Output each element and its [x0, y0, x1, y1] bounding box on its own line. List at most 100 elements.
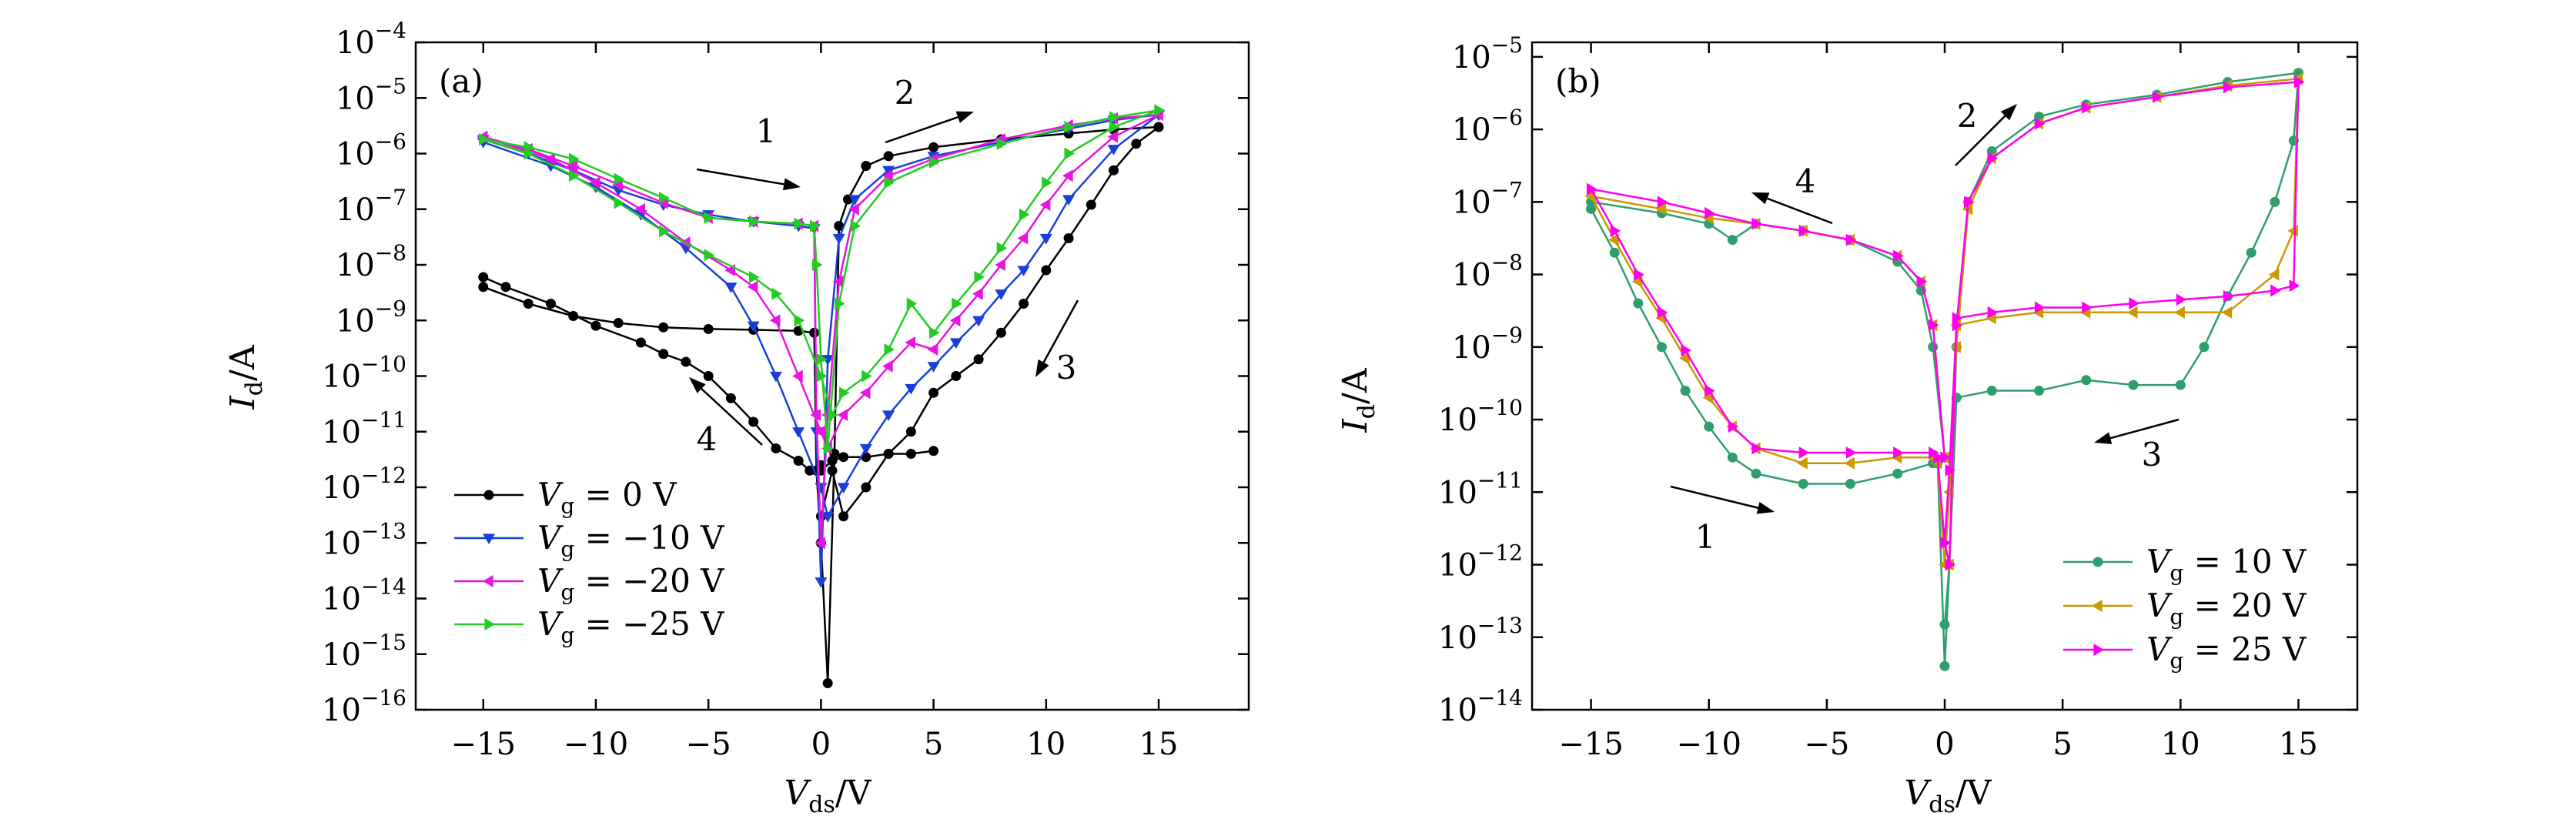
data-point	[1727, 235, 1738, 246]
data-point	[861, 482, 871, 493]
data-point	[822, 678, 833, 689]
data-point	[882, 169, 893, 182]
data-point	[1655, 202, 1667, 216]
legend-label: Vg = 20 V	[2146, 587, 2307, 630]
data-point	[1610, 224, 1621, 237]
data-point	[569, 169, 580, 182]
y-tick-label: 10−5	[336, 73, 406, 116]
data-point	[1986, 386, 1997, 396]
annotation-label: 4	[1795, 162, 1816, 200]
data-point	[927, 343, 938, 356]
legend-marker	[483, 490, 494, 500]
data-point	[832, 233, 845, 245]
data-point	[724, 283, 738, 293]
data-point	[1086, 199, 1096, 210]
annotation-arrow: 4	[689, 377, 763, 458]
data-point	[792, 427, 805, 438]
data-point	[703, 323, 714, 334]
data-point	[2199, 342, 2210, 353]
data-point	[809, 327, 820, 338]
data-point	[794, 217, 805, 230]
data-point	[972, 287, 983, 300]
panel-label: (a)	[439, 62, 483, 100]
data-point	[905, 383, 918, 395]
data-point	[816, 353, 828, 366]
series-line	[1591, 195, 1946, 458]
data-point	[882, 166, 895, 177]
y-tick-label: 10−9	[336, 296, 406, 339]
data-point	[748, 416, 759, 427]
data-point	[1704, 421, 1715, 432]
series-line	[1591, 188, 1946, 458]
data-point	[2246, 247, 2257, 258]
data-point	[1940, 451, 1951, 464]
data-point	[952, 297, 962, 310]
data-point	[1063, 233, 1074, 244]
y-tick-label: 10−8	[336, 240, 406, 283]
data-point	[479, 133, 490, 146]
data-point	[928, 156, 940, 169]
data-point	[749, 271, 760, 284]
data-point	[811, 259, 823, 271]
annotation-label: 3	[1056, 349, 1077, 386]
y-tick-label: 10−14	[1438, 685, 1523, 728]
legend-label: Vg = −10 V	[537, 519, 724, 562]
data-point	[1062, 195, 1076, 206]
data-point	[905, 426, 916, 437]
data-point	[1728, 420, 1739, 433]
data-point	[1017, 266, 1030, 277]
data-point	[658, 349, 669, 359]
data-point	[500, 282, 511, 293]
data-point	[1039, 233, 1052, 245]
data-point	[882, 410, 895, 422]
data-point	[974, 271, 985, 284]
data-point	[828, 409, 838, 422]
data-point	[2082, 301, 2093, 314]
data-point	[1017, 232, 1029, 245]
data-point	[1893, 446, 1904, 460]
data-point	[2175, 380, 2186, 390]
y-tick-label: 10−7	[1452, 177, 1523, 220]
data-point	[1586, 203, 1597, 214]
series-line	[1943, 72, 2300, 625]
data-point	[634, 202, 646, 216]
legend-marker	[2092, 600, 2103, 612]
y-tick-label: 10−10	[1438, 395, 1523, 438]
data-point	[816, 370, 828, 383]
data-point	[1656, 342, 1667, 353]
legend-entry: Vg = 20 V	[2063, 587, 2307, 630]
data-point	[905, 449, 916, 460]
series-line	[1591, 201, 1946, 458]
data-point	[1945, 558, 1956, 571]
series-line	[1945, 79, 2300, 566]
data-point	[2081, 375, 2092, 386]
data-point	[1705, 384, 1715, 397]
data-point	[839, 386, 850, 400]
x-tick-label: −10	[564, 727, 628, 762]
data-point	[883, 449, 894, 460]
data-point	[747, 321, 760, 333]
data-point	[769, 371, 782, 383]
data-point	[545, 299, 556, 309]
data-point	[2270, 196, 2280, 207]
y-tick-label: 10−7	[336, 185, 406, 228]
data-point	[1609, 247, 1620, 258]
data-point	[1798, 224, 1810, 237]
data-point	[928, 142, 939, 152]
data-point	[589, 176, 601, 189]
data-point	[614, 196, 625, 209]
data-point	[996, 137, 1008, 150]
y-tick-label: 10−10	[322, 352, 406, 395]
data-point	[2128, 380, 2139, 390]
legend-marker	[484, 618, 495, 630]
y-tick-label: 10−9	[1452, 323, 1523, 366]
legend-entry: Vg = −20 V	[454, 562, 724, 605]
data-point	[949, 338, 962, 349]
data-point	[972, 316, 985, 327]
data-point	[544, 152, 556, 166]
data-point	[883, 151, 894, 162]
data-point	[995, 327, 1006, 338]
data-point	[1019, 299, 1029, 309]
data-point	[835, 297, 845, 310]
data-point	[1987, 306, 1999, 319]
